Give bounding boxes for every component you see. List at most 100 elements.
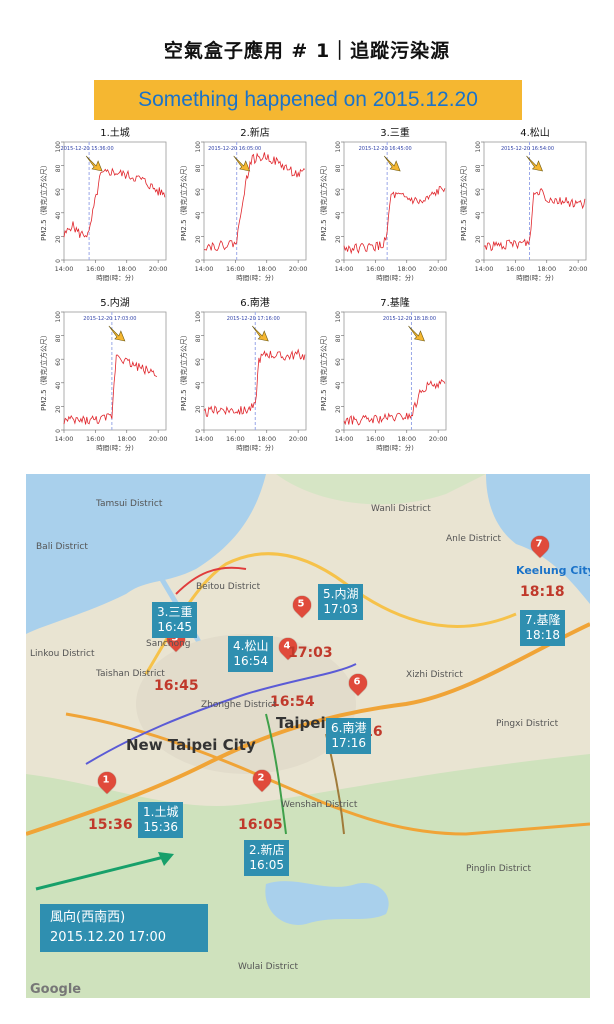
y-axis-label: PM2.5（微克/立方公尺） [319, 161, 328, 241]
station-name: 4.松山 [233, 639, 269, 653]
y-tick-label: 100 [475, 141, 482, 153]
station-label-box: 1.土城 15:36 [138, 802, 184, 838]
y-tick-label: 80 [475, 164, 482, 172]
hills-south [26, 754, 590, 998]
station-label-box: 3.三重 16:45 [152, 602, 198, 638]
x-tick-label: 16:00 [366, 265, 385, 273]
station-label-box: 7.基隆 18:18 [520, 610, 566, 646]
chart-panel: 3.三重 0 20 40 60 80 100 14:00 16:00 18:00 20:00 時間(時… [319, 126, 456, 286]
y-tick-label: 60 [335, 188, 342, 196]
map-station-time: 17:03 [288, 645, 333, 661]
y-tick-label: 40 [475, 212, 482, 220]
station-name: 7.基隆 [525, 613, 561, 627]
reservoir [265, 881, 389, 925]
station-time: 16:54 [233, 654, 269, 668]
y-tick-label: 40 [55, 212, 62, 220]
y-tick-label: 0 [335, 259, 342, 263]
x-axis-label: 時間(時：分) [236, 443, 274, 452]
map-pin-number: 1 [102, 774, 110, 786]
event-arrow-icon [408, 325, 425, 342]
plot-frame [203, 141, 307, 261]
y-tick-label: 100 [195, 141, 202, 153]
y-tick-label: 40 [335, 382, 342, 390]
y-tick-label: 40 [335, 212, 342, 220]
x-tick-label: 20:00 [429, 265, 448, 273]
station-label-box: 4.松山 16:54 [228, 636, 274, 672]
station-name: 1.土城 [143, 805, 179, 819]
event-arrow-icon [526, 155, 543, 172]
x-tick-label: 14:00 [55, 435, 74, 443]
y-tick-label: 20 [335, 405, 342, 413]
y-tick-label: 100 [55, 141, 62, 153]
chart-panel: 1.土城 0 20 40 60 80 100 14:00 16:00 18:00 20:00 時間(時… [39, 126, 176, 286]
pm25-series [343, 186, 446, 255]
y-tick-label: 60 [195, 358, 202, 366]
place-label: Zhonghe District [201, 700, 277, 710]
chart-title: 1.土城 [100, 126, 130, 139]
x-tick-label: 14:00 [335, 265, 354, 273]
station-time: 17:03 [323, 602, 359, 616]
map: 115:361.土城15:36216:052.新店16:05316:453.三重… [26, 474, 590, 998]
y-axis-label: PM2.5（微克/立方公尺） [179, 161, 188, 241]
y-tick-label: 60 [55, 188, 62, 196]
map-station-time: 16:05 [238, 817, 283, 833]
y-tick-label: 0 [195, 259, 202, 263]
station-time: 17:16 [331, 736, 367, 750]
wind-time: 2015.12.20 17:00 [50, 930, 167, 945]
place-label: Wenshan District [281, 800, 358, 810]
place-label: Linkou District [30, 649, 95, 659]
x-axis-label: 時間(時：分) [96, 443, 134, 452]
y-tick-label: 20 [195, 235, 202, 243]
event-annotation: 2015-12-20 15:36:00 [61, 146, 114, 152]
station-time: 18:18 [525, 628, 561, 642]
x-axis-label: 時間(時：分) [236, 273, 274, 282]
map-station-time: 18:18 [520, 584, 565, 600]
place-label: Xizhi District [406, 670, 463, 680]
wind-arrow-line [35, 855, 165, 891]
place-label: Keelung City [516, 564, 590, 577]
y-tick-label: 80 [335, 164, 342, 172]
map-pin-number: 6 [353, 676, 361, 688]
y-tick-label: 100 [335, 311, 342, 323]
chart-title: 5.内湖 [100, 296, 130, 309]
event-arrow-icon [383, 155, 401, 172]
y-tick-label: 20 [475, 235, 482, 243]
y-tick-label: 20 [55, 235, 62, 243]
x-tick-label: 14:00 [475, 265, 494, 273]
plot-frame [343, 311, 447, 431]
y-tick-label: 0 [55, 429, 62, 433]
wind-direction: 風向(西南西) [50, 910, 126, 925]
y-axis-label: PM2.5（微克/立方公尺） [459, 161, 468, 241]
highway-1 [26, 622, 590, 836]
chart-svg: 6.南港 0 20 40 60 80 100 14:00 16:00 18:00 20:00 時間(時… [179, 296, 308, 452]
x-tick-label: 20:00 [289, 435, 308, 443]
map-station-time: 16:54 [270, 694, 315, 710]
event-arrow-icon [85, 155, 103, 172]
chart-svg: 3.三重 0 20 40 60 80 100 14:00 16:00 18:00 20:00 時間(時… [319, 126, 448, 282]
map-attribution: Google [30, 982, 82, 997]
chart-panel: 4.松山 0 20 40 60 80 100 14:00 16:00 18:00 20:00 時間(時… [459, 126, 596, 286]
y-tick-label: 100 [335, 141, 342, 153]
x-tick-label: 18:00 [117, 435, 136, 443]
y-tick-label: 80 [55, 164, 62, 172]
x-axis-label: 時間(時：分) [376, 443, 414, 452]
y-axis-label: PM2.5（微克/立方公尺） [319, 331, 328, 411]
x-tick-label: 14:00 [195, 265, 214, 273]
wind-arrow-head [158, 852, 174, 866]
y-tick-label: 60 [195, 188, 202, 196]
y-tick-label: 60 [475, 188, 482, 196]
x-tick-label: 20:00 [569, 265, 588, 273]
station-time: 16:05 [249, 858, 285, 872]
x-tick-label: 14:00 [55, 265, 74, 273]
y-tick-label: 0 [475, 259, 482, 263]
place-label: Wanli District [371, 504, 431, 514]
chart-panel: 6.南港 0 20 40 60 80 100 14:00 16:00 18:00 20:00 時間(時… [179, 296, 316, 456]
y-tick-label: 0 [55, 259, 62, 263]
y-axis-label: PM2.5（微克/立方公尺） [179, 331, 188, 411]
y-tick-label: 80 [335, 334, 342, 342]
station-time: 15:36 [143, 820, 179, 834]
x-tick-label: 18:00 [117, 265, 136, 273]
plot-frame [343, 141, 447, 261]
y-tick-label: 40 [55, 382, 62, 390]
pm25-series [63, 167, 166, 238]
